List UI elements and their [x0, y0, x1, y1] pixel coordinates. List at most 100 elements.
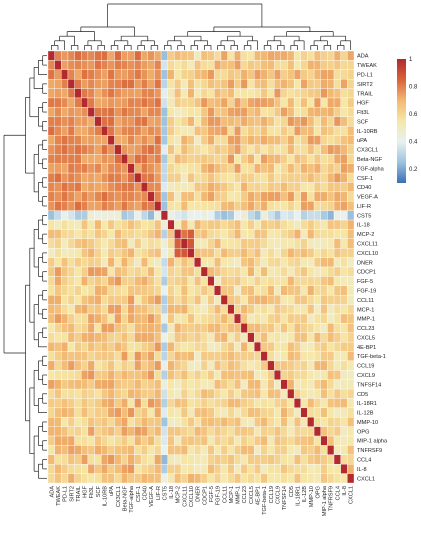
heatmap-cell: [114, 125, 122, 136]
heatmap-cell: [140, 351, 148, 362]
heatmap-cell: [174, 116, 182, 127]
heatmap-cell: [320, 426, 328, 437]
heatmap-cell: [114, 154, 122, 164]
heatmap-cell: [127, 219, 135, 230]
heatmap-cell: [187, 97, 195, 108]
heatmap-cell: [247, 464, 255, 474]
heatmap-cell: [307, 60, 315, 70]
heatmap-cell: [101, 172, 109, 183]
heatmap-cell: [313, 304, 321, 315]
heatmap-cell: [94, 379, 102, 390]
heatmap-cell: [320, 135, 328, 146]
heatmap-cell: [347, 454, 355, 465]
heatmap-cell: [240, 341, 248, 352]
heatmap-cell: [94, 341, 102, 352]
row-label: MIP-1 alpha: [357, 439, 388, 445]
heatmap-cell: [234, 201, 242, 211]
heatmap-cell: [273, 454, 281, 465]
heatmap-cell: [207, 266, 215, 277]
heatmap-cell: [287, 201, 295, 211]
heatmap-cell: [214, 172, 222, 183]
heatmap-cell: [227, 294, 235, 305]
heatmap-cell: [280, 276, 288, 286]
heatmap-cell: [94, 163, 102, 174]
heatmap-cell: [340, 417, 348, 427]
heatmap-cell: [187, 201, 195, 211]
heatmap-cell: [74, 341, 82, 352]
heatmap-cell: [120, 201, 128, 211]
heatmap-cell: [114, 201, 122, 211]
heatmap-cell: [240, 332, 248, 343]
heatmap-cell: [307, 163, 315, 174]
heatmap-cell: [107, 125, 115, 136]
heatmap-cell: [114, 163, 122, 174]
heatmap-cell: [120, 445, 128, 455]
heatmap-cell: [220, 379, 228, 390]
heatmap-cell: [340, 201, 348, 211]
heatmap-cell: [280, 285, 288, 296]
heatmap-cell: [273, 332, 281, 343]
heatmap-cell: [127, 144, 135, 155]
heatmap-cell: [280, 445, 288, 455]
heatmap-cell: [333, 50, 341, 61]
heatmap-cell: [293, 50, 301, 61]
heatmap-cell: [94, 191, 102, 202]
heatmap-cell: [320, 191, 328, 202]
heatmap-cell: [174, 398, 182, 409]
heatmap-cell: [94, 323, 102, 333]
heatmap-cell: [87, 464, 95, 474]
heatmap-cell: [260, 107, 268, 117]
heatmap-cell: [260, 464, 268, 474]
heatmap-cell: [87, 60, 95, 70]
heatmap-cell: [94, 201, 102, 211]
heatmap-cell: [187, 313, 195, 324]
heatmap-cell: [267, 341, 275, 352]
heatmap-cell: [187, 210, 195, 221]
heatmap-cell: [287, 285, 295, 296]
heatmap-cell: [207, 88, 215, 99]
heatmap-cell: [174, 60, 182, 70]
heatmap-cell: [207, 445, 215, 455]
heatmap-cell: [300, 50, 308, 61]
heatmap-cell: [94, 60, 102, 70]
heatmap-cell: [293, 191, 301, 202]
heatmap-cell: [227, 388, 235, 399]
heatmap-cell: [101, 417, 109, 427]
heatmap-cell: [147, 473, 155, 484]
heatmap-cell: [74, 313, 82, 324]
heatmap-cell: [87, 294, 95, 305]
heatmap-cell: [54, 248, 62, 258]
row-label: MMP-10: [357, 420, 378, 426]
heatmap-cell: [81, 294, 89, 305]
heatmap-cell: [87, 163, 95, 174]
heatmap-cell: [81, 464, 89, 474]
heatmap-cell: [280, 257, 288, 268]
heatmap-cell: [280, 238, 288, 249]
col-label: CCL19: [269, 486, 275, 503]
heatmap-cell: [273, 351, 281, 362]
heatmap-cell: [300, 370, 308, 380]
heatmap-cell: [134, 370, 142, 380]
heatmap-cell: [180, 379, 188, 390]
heatmap-cell: [127, 294, 135, 305]
heatmap-cell: [320, 172, 328, 183]
heatmap-cell: [333, 182, 341, 193]
heatmap-cell: [194, 172, 202, 183]
heatmap-cell: [180, 116, 188, 127]
heatmap-cell: [320, 210, 328, 221]
heatmap-cell: [247, 388, 255, 399]
heatmap-cell: [101, 407, 109, 418]
heatmap-cell: [347, 351, 355, 362]
row-label: TRAIL: [357, 91, 373, 97]
row-label: HGF: [357, 101, 369, 107]
heatmap-cell: [114, 454, 122, 465]
heatmap-cell: [174, 163, 182, 174]
heatmap-cell: [81, 88, 89, 99]
heatmap-cell: [227, 144, 235, 155]
heatmap-cell: [333, 248, 341, 258]
heatmap-cell: [167, 285, 175, 296]
heatmap-cell: [247, 88, 255, 99]
heatmap-cell: [154, 191, 162, 202]
heatmap-cell: [160, 125, 168, 136]
heatmap-cell: [154, 454, 162, 465]
